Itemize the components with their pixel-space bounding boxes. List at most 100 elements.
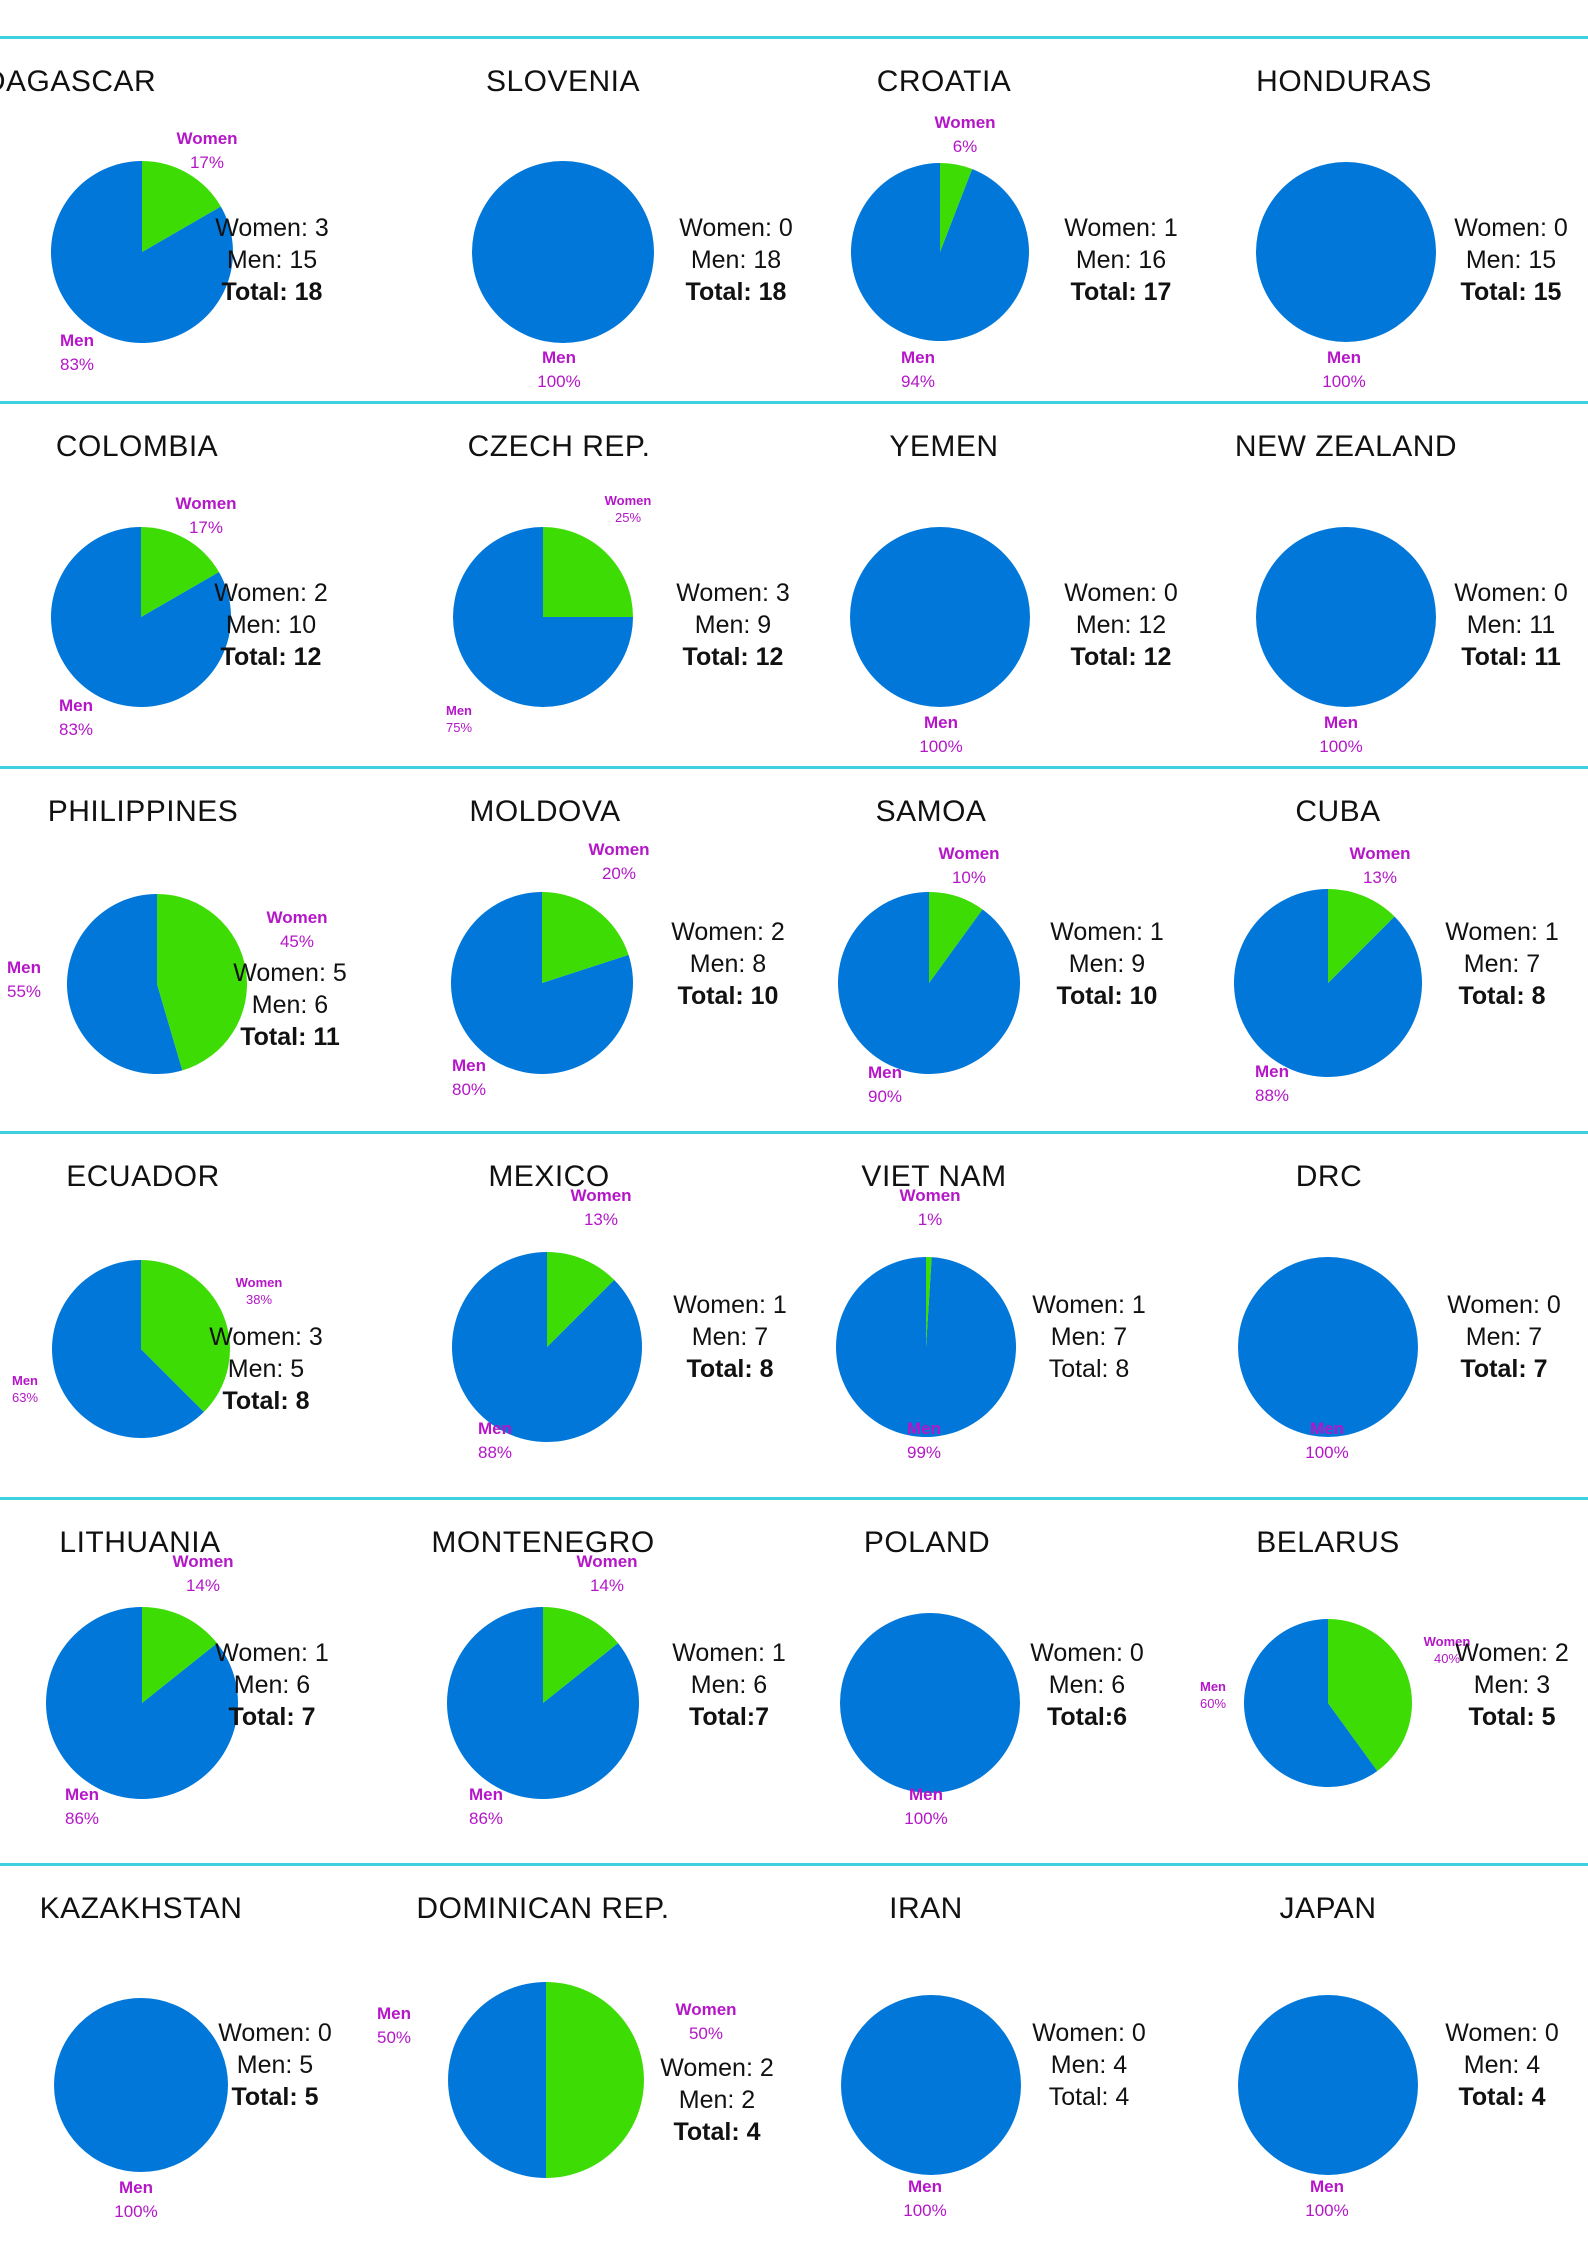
count-summary: Women: 2 Men: 10 Total: 12 [214, 577, 327, 673]
count-summary: Women: 1 Men: 16 Total: 17 [1064, 212, 1177, 308]
women-slice-label-percent: 20% [601, 864, 637, 883]
women-count: Women: 0 [1064, 579, 1178, 607]
men-slice-label: Men 50% [377, 2002, 411, 2050]
women-count: Women: 0 [1454, 214, 1568, 242]
women-slice-label-name: Women [604, 493, 652, 508]
men-slice-label: Men 80% [452, 1054, 486, 1102]
men-slice-label-percent: 86% [64, 1809, 100, 1828]
women-count: Women: 0 [1447, 1291, 1561, 1319]
men-slice-label-name: Men [923, 713, 958, 732]
women-count: Women: 1 [1064, 214, 1178, 242]
count-summary: Women: 2 Men: 8 Total: 10 [671, 916, 784, 1012]
men-count: Men: 15 [226, 246, 318, 274]
pie-slice-men [1238, 1257, 1418, 1437]
pie-slice-men [850, 527, 1030, 707]
men-count: Men: 18 [690, 246, 782, 274]
women-count: Women: 1 [672, 1639, 786, 1667]
pie-slice-women [940, 163, 973, 252]
count-summary: Women: 1 Men: 7 Total: 8 [673, 1289, 786, 1385]
row-divider [0, 401, 1588, 404]
women-count: Women: 3 [215, 214, 329, 242]
men-count: Men: 15 [1465, 246, 1557, 274]
women-count: Women: 1 [215, 1639, 329, 1667]
men-slice-label: Men 100% [904, 1783, 947, 1831]
country-chart: SLOVENIA Men 100% Women: 0 Men: 18 Total: 18 [397, 39, 794, 405]
pie-slice-men [841, 1995, 1021, 2175]
men-count: Men: 5 [236, 2051, 314, 2079]
women-count: Women: 2 [671, 918, 785, 946]
count-summary: Women: 1 Men: 6 Total: 7 [215, 1637, 328, 1733]
women-count: Women: 3 [676, 579, 790, 607]
women-slice-label: Women 40% [1424, 1633, 1471, 1667]
men-slice-label-percent: 94% [900, 372, 936, 391]
pie-slice-men [448, 1982, 546, 2178]
men-slice-label: Men 94% [901, 346, 935, 394]
women-count: Women: 1 [1032, 1291, 1146, 1319]
country-chart: IRAN Men 100% Women: 0 Men: 4 Total: 4 [794, 1866, 1191, 2232]
total-count: Total: 4 [1458, 2083, 1546, 2111]
count-summary: Women: 0 Men: 12 Total: 12 [1064, 577, 1177, 673]
country-chart: YEMEN Men 100% Women: 0 Men: 12 Total: 12 [794, 404, 1191, 770]
pie-slice-men [54, 1998, 228, 2172]
pie-slice-women [142, 161, 221, 252]
pie-chart [54, 1998, 228, 2172]
women-slice-label-percent: 38% [245, 1292, 273, 1307]
chart-title: CUBA [1295, 795, 1381, 828]
women-slice-label: Women 17% [175, 492, 236, 540]
women-slice-label-percent: 40% [1433, 1651, 1461, 1666]
men-slice-label-name: Men [12, 1373, 38, 1388]
pie-chart [1244, 1619, 1412, 1787]
men-slice-label-percent: 100% [1322, 372, 1366, 391]
women-slice-label-percent: 10% [951, 868, 987, 887]
total-count: Total:7 [688, 1703, 770, 1731]
men-count: Men: 9 [1068, 950, 1146, 978]
chart-title: SLOVENIA [485, 65, 641, 98]
pie-chart [1256, 162, 1436, 342]
total-count: Total: 12 [682, 643, 784, 671]
country-chart: LITHUANIA Women 14% Men 86% Women: 1 Men: 6 Tot… [0, 1500, 397, 1866]
men-slice-label-percent: 100% [903, 2201, 947, 2220]
chart-title: ECUADOR [66, 1160, 220, 1193]
women-slice-label: Women 25% [605, 492, 652, 526]
men-count: Men: 4 [1463, 2051, 1541, 2079]
chart-title: HONDURAS [1256, 65, 1432, 98]
men-count: Men: 3 [1473, 1671, 1551, 1699]
pie-slice-men [840, 1613, 1020, 1793]
men-slice-label: Men 55% [7, 956, 41, 1004]
count-summary: Women: 1 Men: 9 Total: 10 [1050, 916, 1163, 1012]
women-slice-label-percent: 6% [952, 137, 978, 156]
women-count: Women: 1 [673, 1291, 787, 1319]
men-slice-label-name: Men [59, 696, 93, 715]
men-slice-label-percent: 100% [1319, 737, 1363, 756]
men-slice-label: Men 83% [60, 329, 94, 377]
men-count: Men: 8 [689, 950, 767, 978]
women-slice-label: Women 6% [934, 111, 995, 159]
count-summary: Women: 1 Men: 7 Total: 8 [1032, 1289, 1145, 1385]
women-count: Women: 0 [1454, 579, 1568, 607]
pie-slice-women [1328, 1619, 1412, 1771]
chart-title: MEXICO [488, 1160, 610, 1193]
chart-title: KAZAKHSTAN [39, 1892, 243, 1925]
chart-title: IRAN [889, 1892, 963, 1925]
women-slice-label-name: Women [675, 2000, 737, 2019]
women-slice-label-name: Women [588, 840, 650, 859]
country-chart: DRC Men 100% Women: 0 Men: 7 Total: 7 [1191, 1134, 1588, 1500]
chart-title: NEW ZEALAND [1234, 430, 1458, 463]
women-slice-label-percent: 25% [614, 510, 642, 525]
men-count: Men: 12 [1075, 611, 1167, 639]
men-slice-label-percent: 55% [6, 982, 42, 1001]
total-count: Total: 4 [673, 2118, 761, 2146]
count-summary: Women: 5 Men: 6 Total: 11 [233, 957, 346, 1053]
total-count: Total: 11 [240, 1023, 340, 1051]
women-slice-label-percent: 14% [185, 1576, 221, 1595]
men-slice-label: Men 75% [446, 702, 472, 736]
men-slice-label-percent: 63% [11, 1390, 39, 1405]
men-slice-label-name: Men [65, 1785, 99, 1804]
pie-slice-men [51, 527, 232, 707]
pie-slice-women [929, 892, 983, 983]
men-count: Men: 4 [1050, 2051, 1128, 2079]
women-slice-label: Women 20% [588, 838, 649, 886]
women-slice-label-percent: 1% [917, 1210, 943, 1229]
pie-slice-women [543, 1607, 619, 1703]
men-slice-label: Men 100% [919, 711, 962, 759]
